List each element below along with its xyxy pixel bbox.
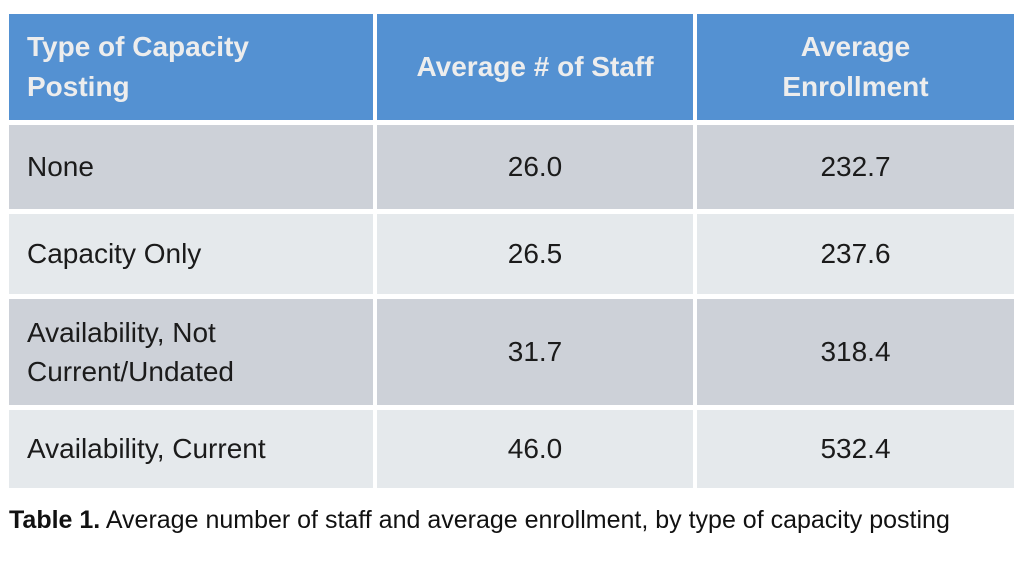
column-header-staff: Average # of Staff <box>377 14 693 120</box>
table-row-availability-not-current: Availability, Not Current/Undated 31.7 3… <box>9 299 1014 405</box>
row-label: Capacity Only <box>9 214 373 294</box>
staff-value: 26.5 <box>377 214 693 294</box>
row-label: Availability, Current <box>9 410 373 488</box>
table-caption-text: Average number of staff and average enro… <box>105 506 950 534</box>
table-row-capacity-only: Capacity Only 26.5 237.6 <box>9 214 1014 294</box>
column-header-type: Type of Capacity Posting <box>9 14 373 120</box>
table-row-availability-current: Availability, Current 46.0 532.4 <box>9 410 1014 488</box>
staff-value: 26.0 <box>377 125 693 209</box>
column-header-enrollment-label: Average Enrollment <box>782 31 929 102</box>
enrollment-value: 318.4 <box>697 299 1014 405</box>
table-row-none: None 26.0 232.7 <box>9 125 1014 209</box>
table-header-row: Type of Capacity Posting Average # of St… <box>9 14 1014 120</box>
staff-value: 46.0 <box>377 410 693 488</box>
column-header-enrollment: Average Enrollment <box>697 14 1014 120</box>
table-caption-number: Table 1. <box>9 506 101 534</box>
enrollment-value: 232.7 <box>697 125 1014 209</box>
row-label: None <box>9 125 373 209</box>
staff-value: 31.7 <box>377 299 693 405</box>
column-header-staff-label: Average # of Staff <box>416 51 654 83</box>
row-label: Availability, Not Current/Undated <box>9 299 373 405</box>
enrollment-value: 237.6 <box>697 214 1014 294</box>
table-caption: Table 1. Average number of staff and ave… <box>9 502 1015 539</box>
capacity-posting-table: Type of Capacity Posting Average # of St… <box>5 9 1018 493</box>
enrollment-value: 532.4 <box>697 410 1014 488</box>
column-header-type-label: Type of Capacity Posting <box>27 31 249 102</box>
